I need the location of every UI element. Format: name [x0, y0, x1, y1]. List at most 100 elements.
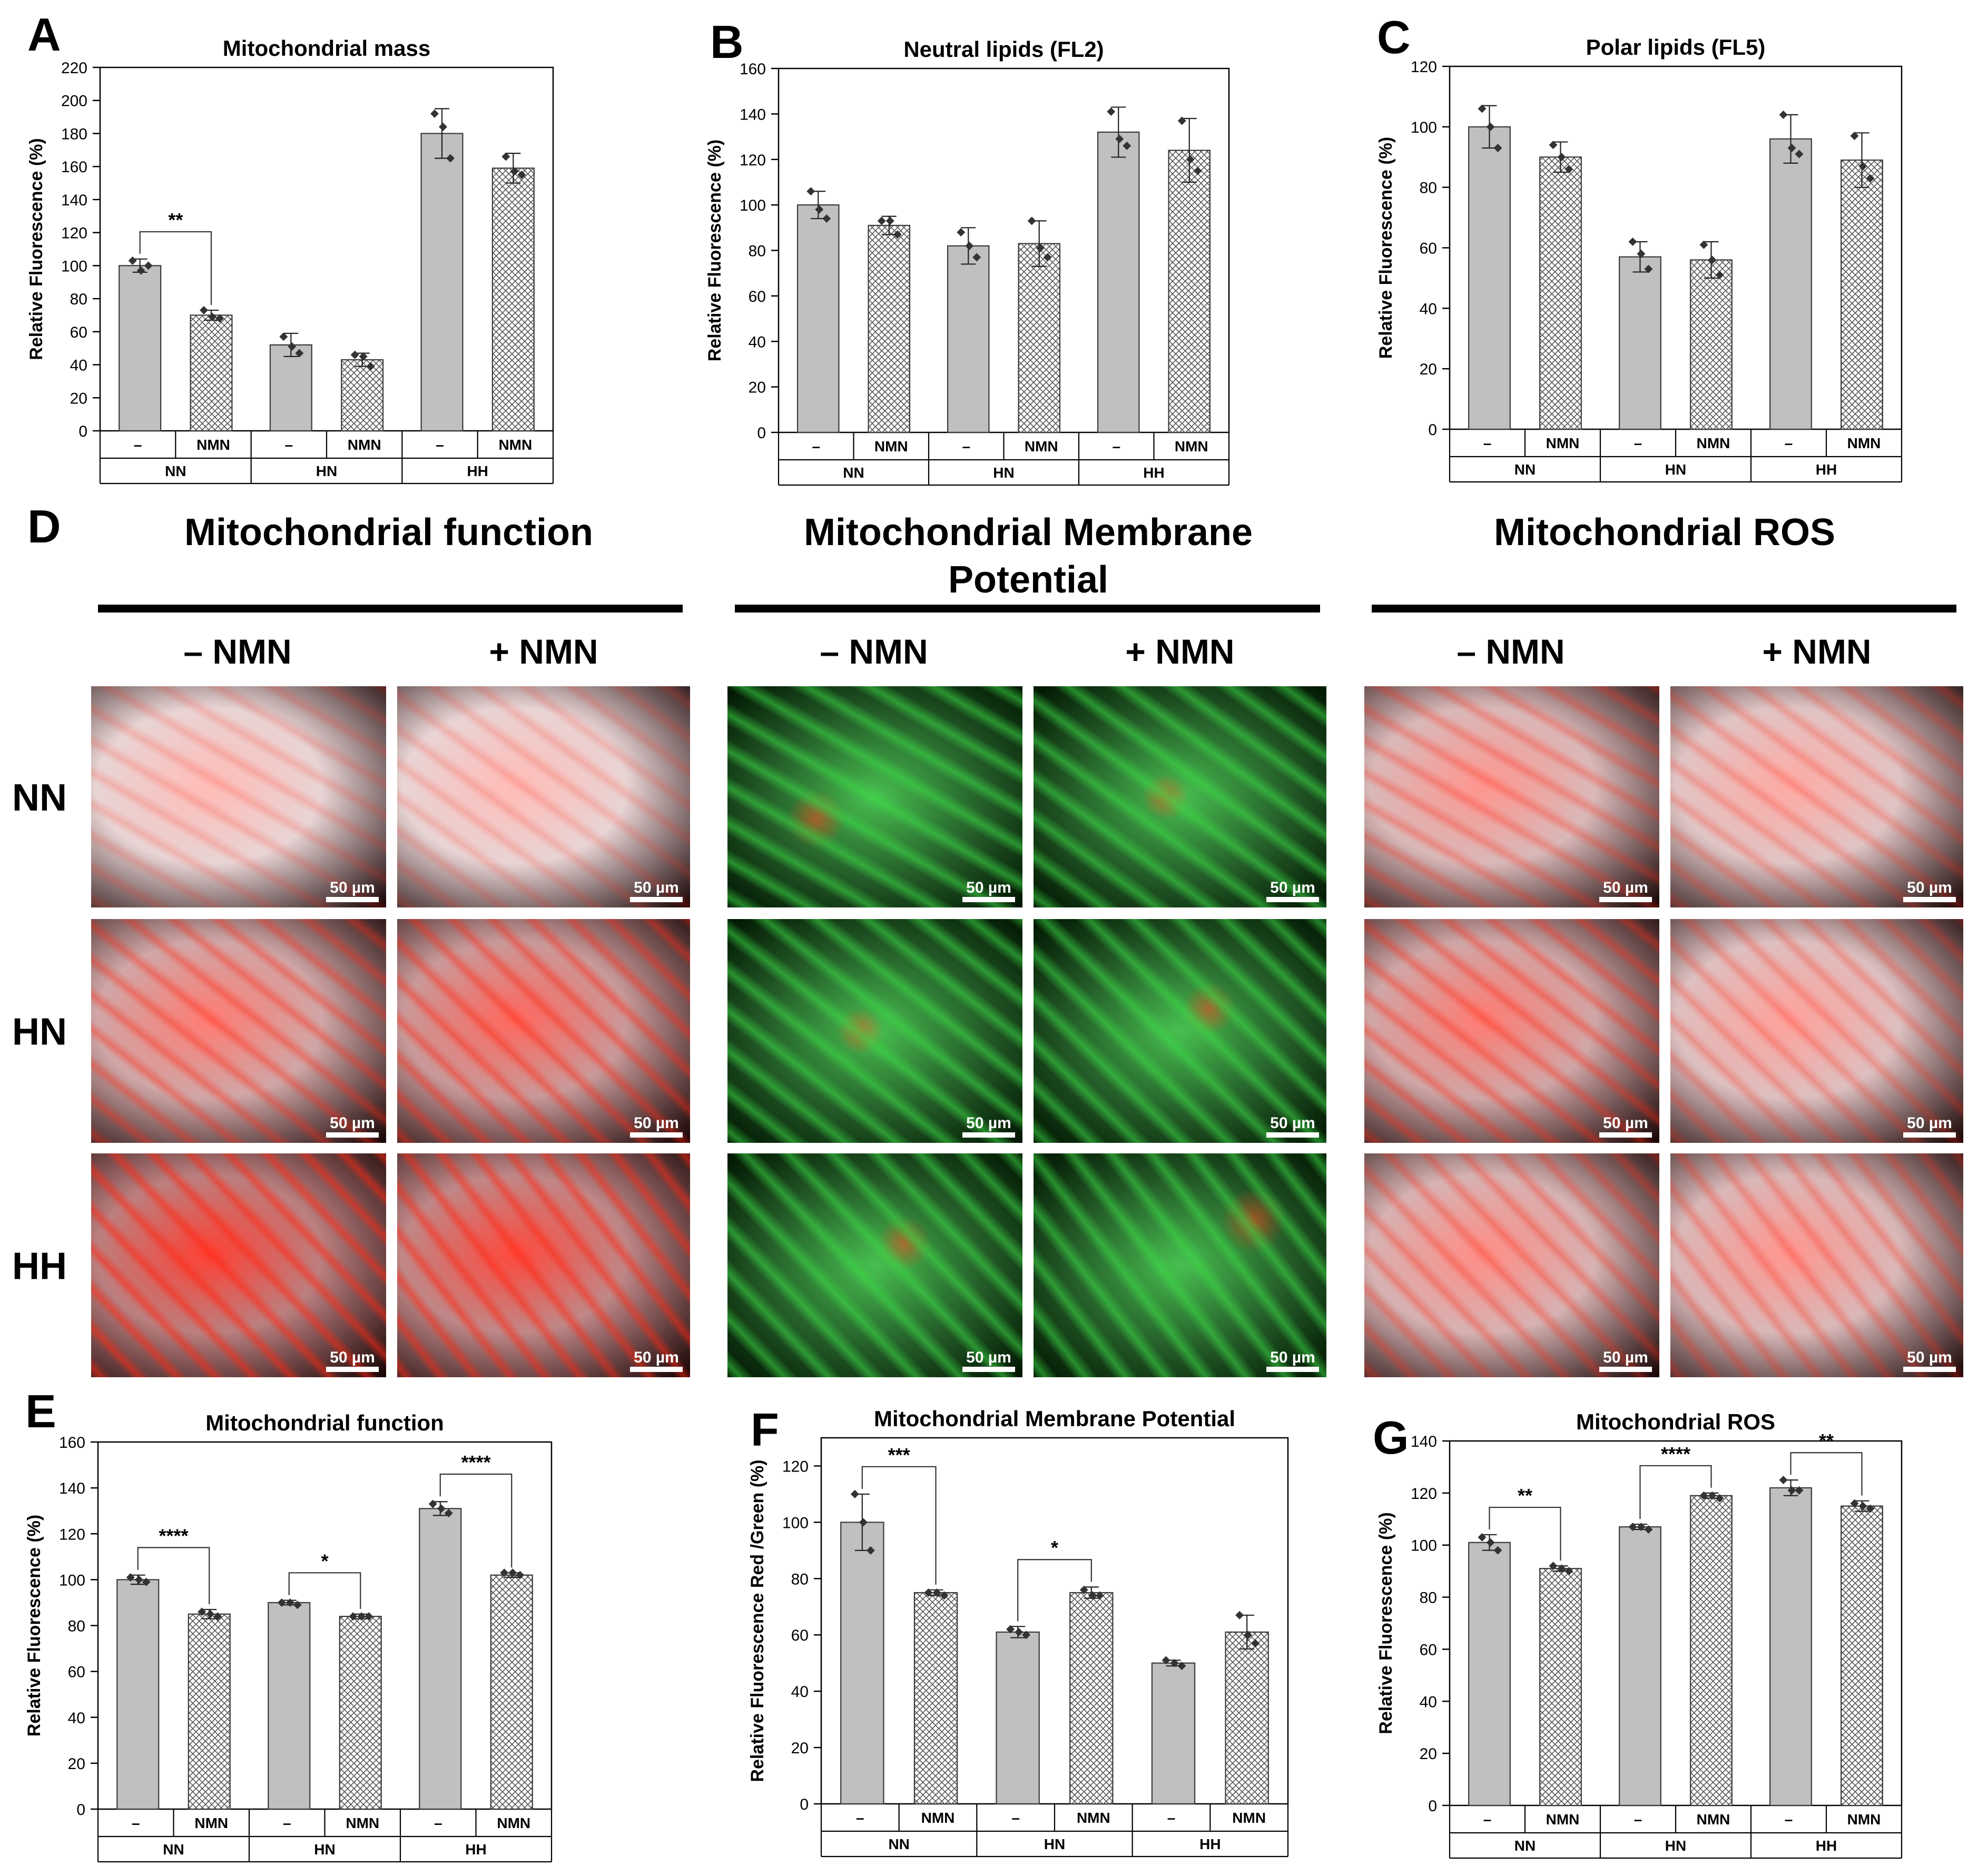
micrograph-potential-hh-minus-nmn: 50 µm — [727, 1153, 1022, 1377]
panel-letter: E — [25, 1385, 56, 1437]
y-tick-label: 80 — [68, 1618, 85, 1635]
significance-bracket — [1639, 1465, 1712, 1519]
group-label: HN — [314, 1841, 335, 1858]
scale-bar-label: 50 µm — [634, 879, 679, 896]
plot-frame — [820, 1437, 1289, 1805]
bar-hh-control — [1151, 1662, 1196, 1805]
data-point — [1779, 1476, 1788, 1485]
treatment-label: NMN — [1546, 435, 1580, 451]
scale-bar: 50 µm — [1266, 1350, 1319, 1372]
bar-hh-nmn — [1225, 1631, 1269, 1805]
condition-header: + NMN — [489, 632, 598, 671]
micrograph-image — [1364, 1153, 1659, 1377]
y-tick-label: 0 — [76, 1801, 85, 1819]
y-tick-label: 160 — [59, 1434, 85, 1452]
micrograph-function-hn-minus-nmn: 50 µm — [91, 919, 386, 1143]
y-tick-label: 80 — [70, 291, 87, 308]
data-point — [1715, 1494, 1724, 1503]
group-label: NN — [165, 463, 186, 479]
scale-bar: 50 µm — [1903, 880, 1956, 902]
micrograph-image — [1034, 686, 1326, 907]
group-label: HN — [316, 463, 337, 479]
treatment-label: NMN — [348, 437, 381, 453]
plot-frame — [99, 66, 554, 432]
chart-panel-e: E Mitochondrial function 0 20 40 60 80 100 120 14… — [24, 1385, 553, 1863]
data-point — [1787, 1486, 1796, 1495]
micrograph-image — [91, 1153, 386, 1377]
treatment-label: – — [434, 1815, 442, 1831]
treatment-label: – — [1785, 1811, 1793, 1828]
y-tick-label: 120 — [61, 225, 87, 242]
y-tick-label: 40 — [1420, 1693, 1437, 1711]
bar-nn-control — [840, 1522, 884, 1805]
y-axis-label: Relative Fluorescence (%) — [26, 138, 46, 360]
data-point — [1193, 166, 1202, 175]
data-point — [965, 241, 974, 250]
data-point — [932, 1588, 941, 1597]
data-point — [444, 1509, 453, 1518]
data-point — [1699, 240, 1708, 249]
y-tick-label: 20 — [70, 390, 87, 407]
group-label: HH — [1199, 1836, 1221, 1852]
scale-bar-label: 50 µm — [1270, 879, 1315, 896]
bar-nn-control — [119, 265, 162, 432]
panel-letter: B — [710, 16, 744, 68]
y-tick-label: 120 — [1411, 58, 1437, 76]
group-label: HN — [1044, 1836, 1065, 1852]
data-point — [508, 1568, 517, 1577]
chart-panel-a: A Mitochondrial mass 0 20 40 60 80 100 120 140 160… — [26, 8, 554, 485]
treatment-label: – — [856, 1810, 864, 1826]
significance-label: ** — [1819, 1430, 1834, 1452]
y-tick-label: 160 — [740, 61, 766, 78]
scale-bar-label: 50 µm — [1270, 1349, 1315, 1366]
significance-bracket — [1489, 1506, 1561, 1561]
treatment-label: – — [436, 437, 444, 453]
y-axis-label: Relative Fluorescence (%) — [1376, 137, 1396, 359]
y-tick-label: 0 — [1428, 421, 1437, 439]
data-point — [428, 1499, 437, 1508]
y-tick-label: 100 — [1411, 119, 1437, 136]
significance-bracket — [139, 231, 212, 305]
data-point — [885, 216, 894, 225]
bar-hn-control — [269, 344, 312, 432]
bar-hh-control — [1769, 1487, 1812, 1806]
y-tick-label: 120 — [782, 1458, 809, 1475]
data-point — [1858, 162, 1867, 171]
bar-hh-control — [1097, 131, 1140, 433]
treatment-label: NMN — [874, 438, 908, 455]
bar-hn-nmn — [341, 359, 384, 432]
y-tick-label: 60 — [70, 324, 87, 341]
scale-bar-label: 50 µm — [330, 1349, 375, 1366]
treatment-label: NMN — [1175, 438, 1208, 455]
data-point — [893, 230, 902, 239]
y-tick-label: 60 — [791, 1627, 809, 1644]
treatment-label: NMN — [1077, 1810, 1110, 1826]
y-tick-label: 0 — [757, 424, 766, 442]
scale-bar-line — [630, 1367, 683, 1372]
data-point — [1493, 144, 1502, 153]
chart-title: Mitochondrial ROS — [1576, 1409, 1775, 1434]
y-tick-label: 80 — [749, 243, 766, 260]
condition-header: + NMN — [1762, 632, 1871, 671]
micrograph-image — [727, 919, 1022, 1143]
data-point — [288, 342, 297, 351]
scale-bar: 50 µm — [962, 880, 1015, 902]
y-tick-label: 180 — [61, 125, 87, 143]
data-point — [1564, 1567, 1573, 1576]
micrograph-ros-nn-plus-nmn: 50 µm — [1670, 686, 1963, 907]
treatment-label: NMN — [497, 1815, 530, 1831]
y-tick-label: 140 — [740, 106, 766, 123]
data-point — [213, 1612, 222, 1621]
significance-label: *** — [888, 1444, 910, 1466]
y-tick-label: 40 — [791, 1683, 809, 1701]
micrograph-function-nn-plus-nmn: 50 µm — [397, 686, 690, 907]
scale-bar-line — [1266, 897, 1319, 902]
scale-bar: 50 µm — [326, 880, 379, 902]
scale-bar-line — [326, 1132, 379, 1138]
y-tick-label: 100 — [740, 197, 766, 214]
data-point — [349, 1612, 358, 1621]
scale-bar-line — [326, 1367, 379, 1372]
treatment-label: – — [283, 1815, 291, 1831]
y-tick-label: 220 — [61, 60, 87, 77]
